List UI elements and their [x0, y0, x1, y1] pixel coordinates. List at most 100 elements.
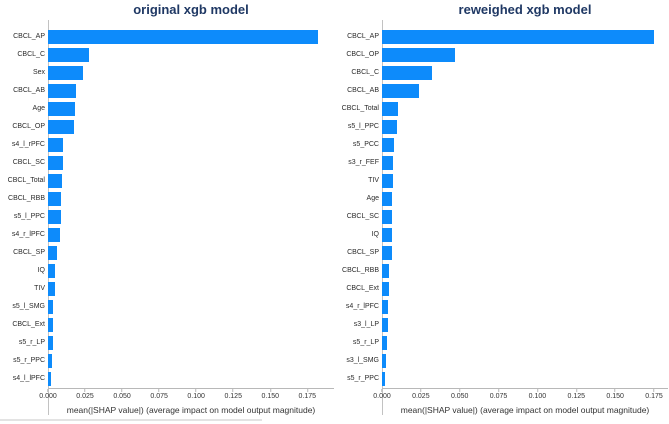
chart-reweighed-xgb-model: reweighed xgb model CBCL_AP CBCL_OP CBCL_C…	[334, 0, 668, 415]
y-tick-label: TIV	[368, 177, 379, 184]
bar-track	[48, 262, 334, 280]
y-tick-label: IQ	[37, 267, 45, 274]
bar-row: Age	[0, 100, 334, 118]
shap-bar	[382, 282, 389, 296]
bar-track	[382, 172, 668, 190]
x-tick-mark	[420, 389, 422, 392]
x-tick-label: 0.000	[39, 393, 57, 400]
y-tick-label: CBCL_SC	[346, 213, 379, 220]
x-tick-mark	[269, 389, 271, 392]
x-tick-label: 0.175	[298, 393, 317, 400]
y-tick-label: s5_l_SMG	[12, 303, 45, 310]
x-tick: 0.075	[489, 389, 508, 400]
x-tick-mark	[498, 389, 500, 392]
shap-bar	[48, 228, 61, 242]
x-tick-label: 0.100	[187, 393, 205, 400]
x-tick-label: 0.125	[567, 393, 586, 400]
x-tick-mark	[195, 389, 197, 392]
bar-track	[382, 280, 668, 298]
bar-row: s4_l_lPFC	[0, 370, 334, 388]
shap-bar	[382, 318, 388, 332]
y-tick-label: s4_l_lPFC	[12, 375, 45, 382]
y-tick-label: CBCL_Ext	[12, 321, 45, 328]
shap-bar	[382, 102, 398, 116]
bar-track	[48, 244, 334, 262]
bar-row: s5_r_LP	[334, 334, 668, 352]
bar-track	[48, 226, 334, 244]
bar-track	[382, 370, 668, 388]
shap-bar	[48, 84, 77, 98]
x-tick-mark	[536, 389, 538, 392]
bar-row: s3_l_LP	[334, 316, 668, 334]
bar-row: CBCL_Total	[334, 100, 668, 118]
x-tick-label: 0.075	[489, 393, 508, 400]
x-tick: 0.125	[567, 389, 586, 400]
x-tick-mark	[614, 389, 616, 392]
bar-row: CBCL_SP	[334, 244, 668, 262]
shap-bar	[48, 354, 52, 368]
x-tick-label: 0.050	[113, 393, 131, 400]
bar-track	[382, 262, 668, 280]
y-tick-label: TIV	[34, 285, 45, 292]
x-tick-mark	[653, 389, 655, 392]
shap-bar	[382, 372, 385, 386]
bar-track	[382, 316, 668, 334]
bar-row: CBCL_AB	[334, 82, 668, 100]
bar-rows: CBCL_AP CBCL_OP CBCL_C CBCL_AB CBCL_Total s5_…	[334, 28, 668, 388]
bar-row: CBCL_AP	[0, 28, 334, 46]
x-tick: 0.000	[39, 389, 57, 400]
bottom-divider	[0, 419, 262, 421]
y-tick-label: CBCL_Ext	[346, 285, 379, 292]
x-tick-mark	[121, 389, 123, 392]
bar-row: Age	[334, 190, 668, 208]
bar-row: CBCL_RBB	[334, 262, 668, 280]
charts-row: original xgb model CBCL_AP CBCL_C Sex CBCL_…	[0, 0, 668, 415]
x-tick: 0.125	[224, 389, 242, 400]
bar-row: CBCL_Ext	[0, 316, 334, 334]
x-tick: 0.000	[373, 389, 391, 400]
bar-track	[382, 334, 668, 352]
bar-track	[382, 82, 668, 100]
bar-row: s3_l_SMG	[334, 352, 668, 370]
x-tick: 0.150	[606, 389, 624, 400]
bar-row: CBCL_RBB	[0, 190, 334, 208]
bar-track	[48, 208, 334, 226]
bar-row: s5_l_PPC	[334, 118, 668, 136]
bar-row: s4_r_lPFC	[0, 226, 334, 244]
x-tick-label: 0.100	[528, 393, 547, 400]
bar-track	[48, 136, 334, 154]
x-tick: 0.050	[113, 389, 131, 400]
chart-original-xgb-model: original xgb model CBCL_AP CBCL_C Sex CBCL_…	[0, 0, 334, 415]
shap-bar	[382, 156, 393, 170]
x-tick-label: 0.025	[76, 393, 94, 400]
bar-row: s5_l_PPC	[0, 208, 334, 226]
bar-track	[382, 352, 668, 370]
y-tick-label: CBCL_RBB	[8, 195, 45, 202]
x-tick-label: 0.150	[261, 393, 280, 400]
shap-bar	[382, 192, 393, 206]
bar-row: s5_r_PPC	[0, 352, 334, 370]
shap-bar	[382, 210, 393, 224]
bar-row: s4_l_rPFC	[0, 136, 334, 154]
bar-track	[382, 244, 668, 262]
y-tick-label: CBCL_OP	[346, 51, 379, 58]
bar-row: s5_l_SMG	[0, 298, 334, 316]
bar-track	[382, 136, 668, 154]
y-tick-label: CBCL_AB	[347, 87, 379, 94]
x-axis: 0.000 0.025 0.050 0.075 0.100 0.125 0.150 0.175	[373, 388, 668, 402]
bar-track	[48, 316, 334, 334]
x-tick-mark	[381, 389, 383, 392]
shap-bar	[382, 66, 432, 80]
bar-row: TIV	[334, 172, 668, 190]
x-tick: 0.050	[451, 389, 468, 400]
y-tick-label: CBCL_SP	[347, 249, 379, 256]
shap-bar	[48, 282, 55, 296]
bar-track	[48, 154, 334, 172]
x-tick-label: 0.125	[224, 393, 242, 400]
bar-track	[48, 334, 334, 352]
y-tick-label: Sex	[32, 69, 45, 76]
y-tick-label: s4_r_lPFC	[11, 231, 45, 238]
bar-track	[382, 64, 668, 82]
x-tick: 0.025	[76, 389, 94, 400]
bar-track	[48, 172, 334, 190]
